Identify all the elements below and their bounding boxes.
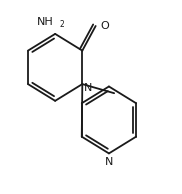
Text: 2: 2 xyxy=(59,20,64,29)
Text: NH: NH xyxy=(37,17,53,27)
Text: N: N xyxy=(105,157,113,167)
Text: O: O xyxy=(100,21,109,31)
Text: N: N xyxy=(84,83,92,93)
